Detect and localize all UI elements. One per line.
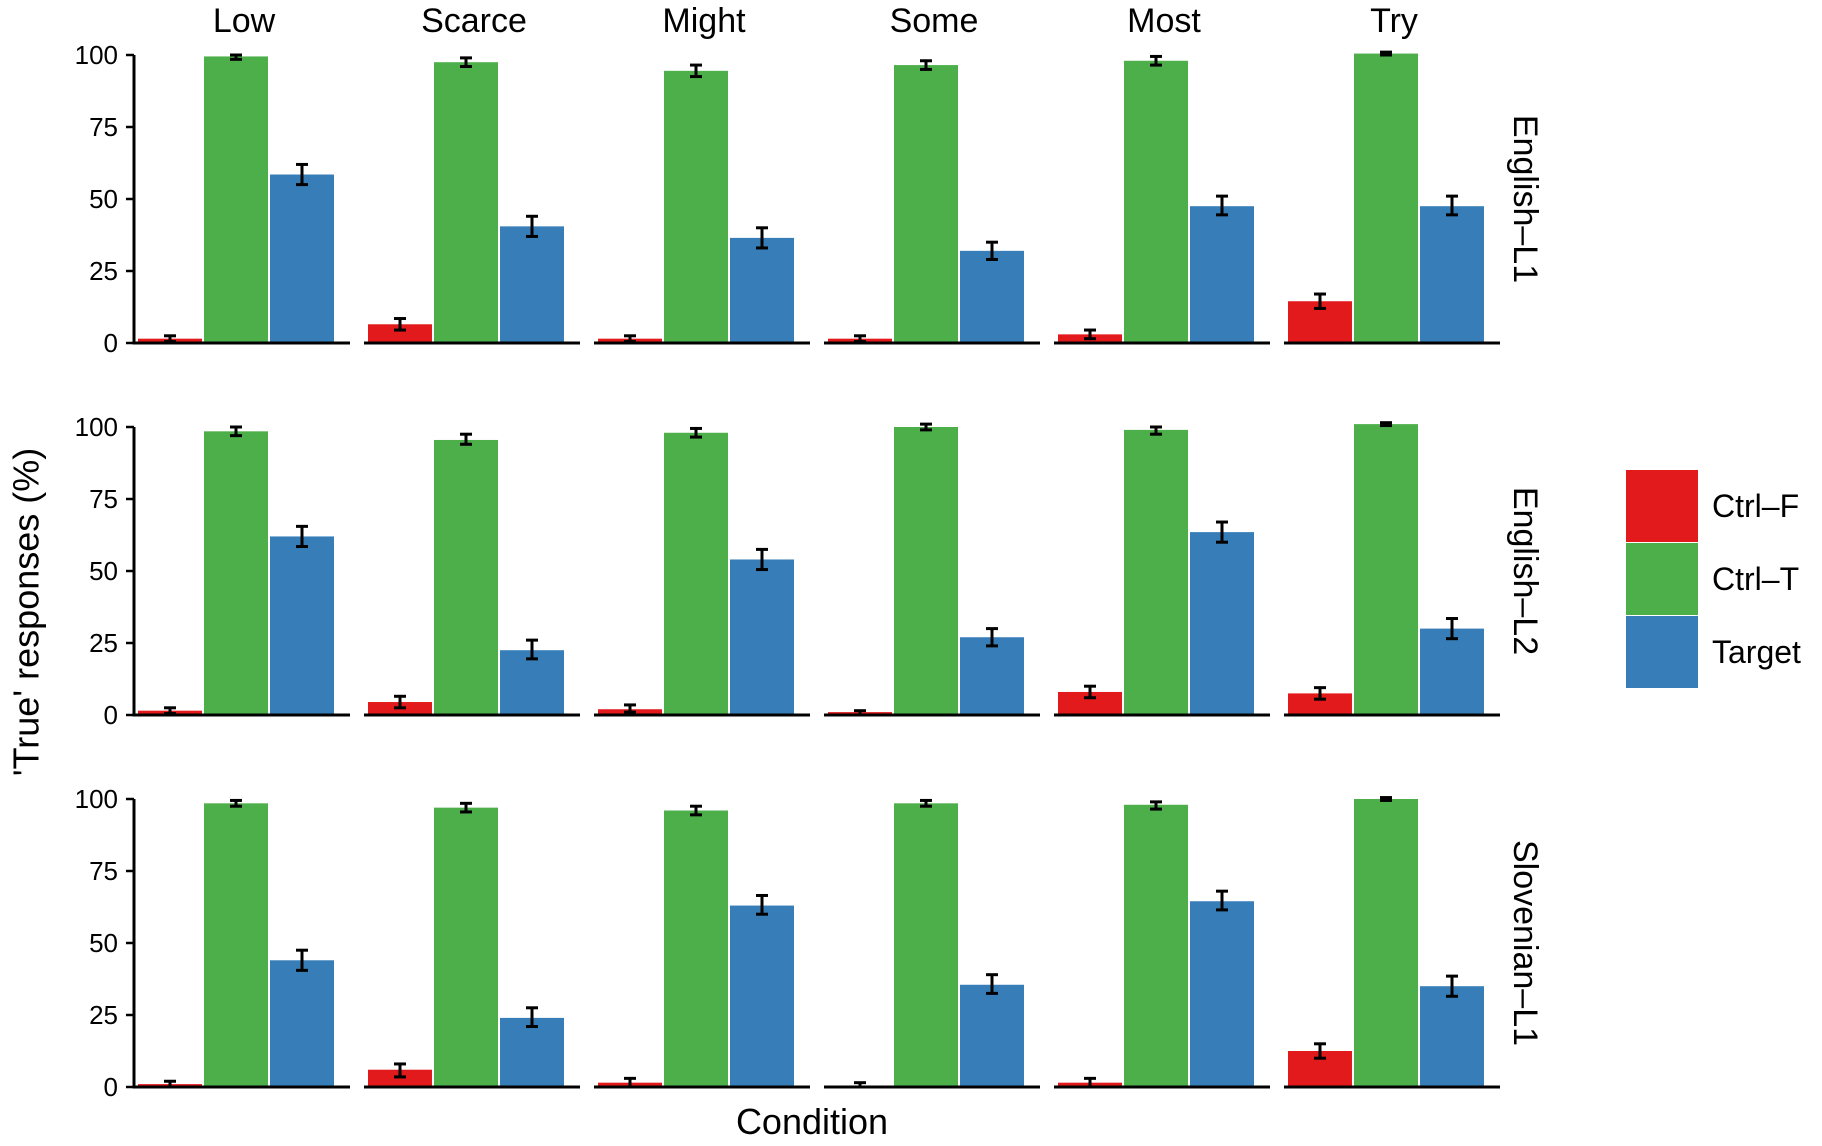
legend-label: Ctrl–T bbox=[1712, 561, 1799, 597]
bar-target bbox=[1420, 206, 1484, 343]
y-tick-label: 25 bbox=[89, 1000, 118, 1030]
bar-target bbox=[270, 960, 334, 1087]
facet-row-title: English–L2 bbox=[1506, 487, 1544, 655]
x-axis-title: Condition bbox=[736, 1101, 888, 1142]
bar-target bbox=[960, 637, 1024, 715]
y-tick-label: 0 bbox=[104, 328, 118, 358]
facet-column-title: Most bbox=[1127, 2, 1201, 40]
facet-column-title: Some bbox=[890, 2, 979, 40]
facet-column-title: Might bbox=[662, 2, 746, 40]
bar-ctrl-t bbox=[894, 427, 958, 715]
bar-target bbox=[1190, 901, 1254, 1087]
y-tick-label: 50 bbox=[89, 928, 118, 958]
facet-column-title: Scarce bbox=[421, 2, 527, 40]
y-tick-label: 50 bbox=[89, 556, 118, 586]
bar-target bbox=[1190, 532, 1254, 715]
bar-target bbox=[500, 226, 564, 343]
y-tick-label: 0 bbox=[104, 1072, 118, 1102]
bar-ctrl-t bbox=[1124, 804, 1188, 1087]
bar-ctrl-f bbox=[1058, 691, 1122, 715]
legend-label: Target bbox=[1712, 634, 1801, 670]
y-tick-label: 25 bbox=[89, 256, 118, 286]
bar-target bbox=[960, 984, 1024, 1087]
bar-ctrl-t bbox=[894, 65, 958, 343]
y-tick-label: 100 bbox=[75, 412, 118, 442]
bar-target bbox=[270, 174, 334, 343]
y-tick-label: 50 bbox=[89, 184, 118, 214]
bar-ctrl-t bbox=[434, 807, 498, 1087]
bar-ctrl-t bbox=[434, 62, 498, 343]
bar-target bbox=[270, 536, 334, 715]
bar-ctrl-t bbox=[894, 803, 958, 1087]
bar-target bbox=[730, 559, 794, 715]
legend-swatch bbox=[1626, 616, 1698, 688]
bar-ctrl-t bbox=[1354, 799, 1418, 1087]
bar-ctrl-t bbox=[204, 431, 268, 715]
y-tick-label: 75 bbox=[89, 856, 118, 886]
legend-label: Ctrl–F bbox=[1712, 488, 1799, 524]
legend-swatch bbox=[1626, 543, 1698, 615]
bar-target bbox=[730, 905, 794, 1087]
facet-row-title: English–L1 bbox=[1506, 115, 1544, 283]
bar-target bbox=[730, 237, 794, 343]
facet-column-title: Try bbox=[1370, 2, 1418, 40]
bar-ctrl-t bbox=[434, 439, 498, 715]
y-tick-label: 75 bbox=[89, 112, 118, 142]
bar-ctrl-t bbox=[204, 803, 268, 1087]
bar-target bbox=[1190, 206, 1254, 343]
bar-target bbox=[500, 650, 564, 715]
bar-target bbox=[1420, 628, 1484, 715]
bar-target bbox=[500, 1017, 564, 1087]
bar-ctrl-t bbox=[204, 56, 268, 343]
bar-ctrl-t bbox=[664, 432, 728, 715]
y-tick-label: 25 bbox=[89, 628, 118, 658]
y-tick-label: 0 bbox=[104, 700, 118, 730]
legend-swatch bbox=[1626, 470, 1698, 542]
bar-ctrl-t bbox=[1124, 429, 1188, 715]
facet-column-title: Low bbox=[213, 2, 276, 40]
bar-ctrl-t bbox=[1124, 60, 1188, 343]
bar-ctrl-t bbox=[1354, 53, 1418, 344]
bar-target bbox=[1420, 986, 1484, 1087]
y-tick-label: 100 bbox=[75, 784, 118, 814]
bar-ctrl-f bbox=[1288, 693, 1352, 715]
y-tick-label: 100 bbox=[75, 40, 118, 70]
facet-row-title: Slovenian–L1 bbox=[1506, 840, 1544, 1046]
bar-ctrl-t bbox=[664, 70, 728, 343]
bar-ctrl-t bbox=[1354, 424, 1418, 715]
bar-ctrl-f bbox=[368, 324, 432, 343]
y-tick-label: 75 bbox=[89, 484, 118, 514]
bar-ctrl-t bbox=[664, 810, 728, 1087]
bar-target bbox=[960, 250, 1024, 343]
y-axis-title: 'True' responses (%) bbox=[6, 448, 47, 777]
